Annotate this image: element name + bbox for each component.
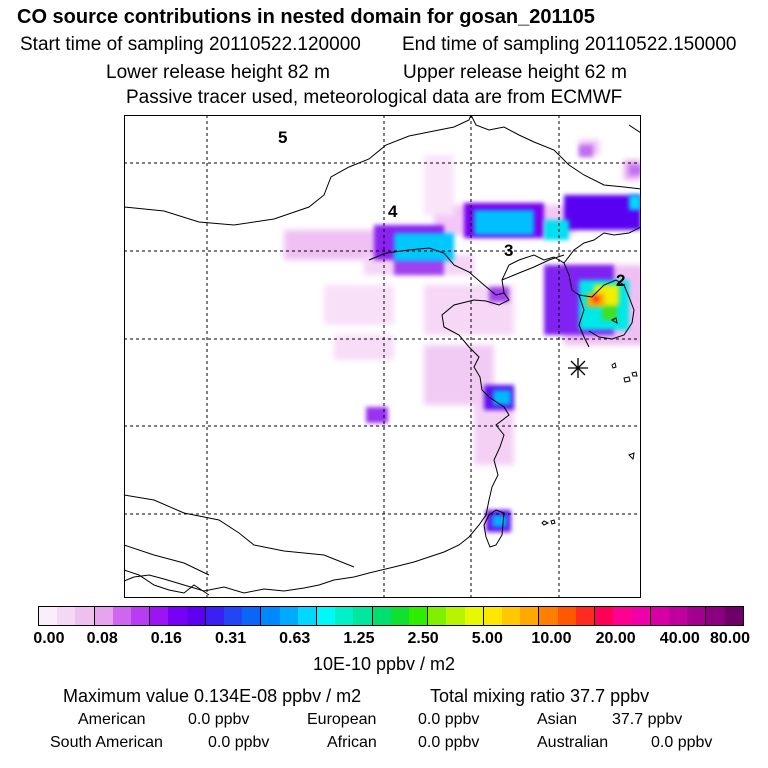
end-time: End time of sampling 20110522.150000 <box>402 34 737 55</box>
colorbar-swatch-6 <box>150 607 169 625</box>
colorbar-swatch-19 <box>390 607 410 625</box>
asian-label: Asian <box>537 711 578 728</box>
region-label-2: 2 <box>616 271 625 290</box>
region-label-5: 5 <box>278 128 287 147</box>
american-label: American <box>78 711 146 728</box>
tracer-note: Passive tracer used, meteorological data… <box>126 87 623 108</box>
max-value: Maximum value 0.134E-08 ppbv / m2 <box>63 686 362 706</box>
map-border <box>124 115 641 598</box>
african-value: 0.0 ppbv <box>418 734 480 751</box>
colorbar-swatch-36 <box>706 607 725 625</box>
colorbar-swatch-18 <box>372 607 391 625</box>
map-panel: 5 4 3 2 <box>124 115 641 598</box>
colorbar-swatch-0 <box>39 607 58 625</box>
colorbar-tick-2: 0.16 <box>150 630 182 647</box>
colorbar-tick-5: 1.25 <box>343 630 375 647</box>
colorbar-swatch-35 <box>687 607 707 625</box>
colorbar-tick-7: 5.00 <box>471 630 503 647</box>
colorbar-swatch-16 <box>335 607 354 625</box>
colorbar-swatch-8 <box>186 607 206 625</box>
start-time: Start time of sampling 20110522.120000 <box>20 34 361 55</box>
colorbar-swatch-13 <box>279 607 298 625</box>
colorbar <box>38 606 744 626</box>
lower-release-height: Lower release height 82 m <box>106 62 330 83</box>
colorbar-tick-11: 80.00 <box>709 630 751 647</box>
colorbar-units: 10E-10 ppbv / m2 <box>312 654 456 674</box>
colorbar-tick-0: 0.00 <box>33 630 65 647</box>
colorbar-tick-6: 2.50 <box>407 630 439 647</box>
australian-value: 0.0 ppbv <box>651 734 713 751</box>
concentration-field <box>284 140 641 532</box>
colorbar-tick-10: 40.00 <box>659 630 700 647</box>
colorbar-swatch-29 <box>575 607 596 625</box>
colorbar-tick-1: 0.08 <box>86 630 118 647</box>
upper-release-height: Upper release height 62 m <box>403 62 627 83</box>
colorbar-swatch-20 <box>409 607 429 625</box>
colorbar-swatch-27 <box>539 607 558 625</box>
country-borders <box>124 254 565 576</box>
colorbar-tick-3: 0.31 <box>214 630 247 647</box>
european-label: European <box>307 711 377 728</box>
colorbar-swatch-12 <box>261 607 280 625</box>
plot-title: CO source contributions in nested domain… <box>17 6 595 28</box>
colorbar-swatch-28 <box>557 607 576 625</box>
colorbar-ticks: 0.00 0.08 0.16 0.31 0.63 1.25 2.50 5.00 10.00 20.… <box>0 630 768 652</box>
american-value: 0.0 ppbv <box>188 711 250 728</box>
colorbar-swatch-32 <box>631 607 651 625</box>
south-american-label: South American <box>50 734 163 751</box>
total-mixing-ratio: Total mixing ratio 37.7 ppbv <box>430 686 650 706</box>
coastlines <box>124 115 641 596</box>
colorbar-swatch-15 <box>317 607 336 625</box>
colorbar-swatch-1 <box>57 607 76 625</box>
colorbar-swatch-24 <box>483 607 503 625</box>
colorbar-swatch-22 <box>446 607 465 625</box>
european-value: 0.0 ppbv <box>418 711 480 728</box>
african-label: African <box>327 734 377 751</box>
colorbar-swatch-21 <box>428 607 447 625</box>
colorbar-swatch-25 <box>502 607 521 625</box>
colorbar-swatch-14 <box>297 607 318 625</box>
colorbar-tick-9: 20.00 <box>595 630 636 647</box>
region-label-3: 3 <box>504 241 513 260</box>
colorbar-swatch-4 <box>112 607 132 625</box>
colorbar-swatch-31 <box>613 607 632 625</box>
colorbar-swatch-17 <box>353 607 373 625</box>
colorbar-swatch-3 <box>94 607 113 625</box>
colorbar-swatch-7 <box>168 607 187 625</box>
region-label-4: 4 <box>388 202 398 221</box>
map-canvas: 5 4 3 2 <box>124 115 641 598</box>
australian-label: Australian <box>537 734 609 751</box>
colorbar-swatch-5 <box>131 607 151 625</box>
colorbar-swatch-34 <box>668 607 688 625</box>
colorbar-swatch-30 <box>595 607 614 625</box>
colorbar-tick-8: 10.00 <box>531 630 572 647</box>
south-american-value: 0.0 ppbv <box>208 734 270 751</box>
receptor-star-icon <box>568 358 588 378</box>
colorbar-swatch-10 <box>224 607 243 625</box>
asian-value: 37.7 ppbv <box>612 711 683 728</box>
colorbar-swatch-9 <box>205 607 225 625</box>
colorbar-swatch-23 <box>464 607 484 625</box>
colorbar-swatch-11 <box>242 607 262 625</box>
colorbar-swatch-37 <box>724 607 743 625</box>
colorbar-swatch-33 <box>650 607 669 625</box>
colorbar-tick-4: 0.63 <box>279 630 311 647</box>
colorbar-swatch-26 <box>520 607 540 625</box>
colorbar-swatch-2 <box>75 607 95 625</box>
